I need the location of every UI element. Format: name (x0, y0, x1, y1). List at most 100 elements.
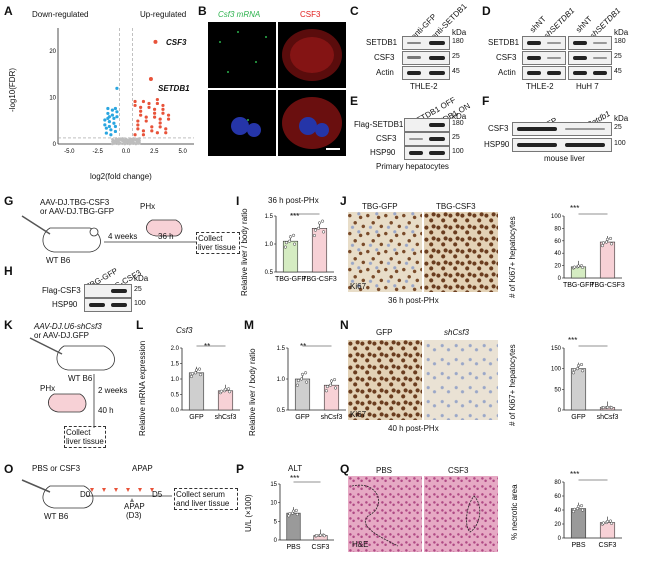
y-tick-label: 100 (551, 214, 562, 220)
blot-e-hsp90 (404, 146, 450, 160)
data-point (223, 387, 228, 391)
blot-f-csf3 (512, 122, 612, 136)
y-tick-label: 2.0 (171, 346, 180, 352)
cell-d-2: HuH 7 (576, 82, 599, 91)
m-sig: ** (300, 342, 307, 351)
up-point (150, 129, 154, 133)
y-tick-label: 0.0 (171, 408, 180, 414)
data-point (581, 369, 585, 373)
up-point (147, 105, 151, 109)
row-e-csf3: CSF3 (376, 134, 397, 143)
row-d-csf3: CSF3 (496, 53, 517, 62)
row-h-flag: Flag-CSF3 (42, 286, 81, 295)
o-schematic (21, 479, 172, 509)
g-mouse: WT B6 (46, 256, 71, 265)
ns-point (118, 137, 122, 141)
blot-h-hsp90 (84, 298, 132, 312)
row-f-hsp90: HSP90 (484, 140, 510, 149)
down-point (104, 126, 108, 130)
data-point (581, 265, 585, 269)
up-point (144, 115, 148, 119)
ns-point (135, 137, 139, 141)
up-point (155, 101, 159, 106)
category-label: GFP (189, 414, 204, 421)
g-collect-box: Collect liver tissue (196, 232, 240, 254)
up-point (150, 125, 154, 129)
j-ihc-right (424, 212, 498, 292)
y-tick-label: 0.5 (265, 270, 274, 276)
data-point (572, 368, 576, 372)
panel-label-d: D (482, 4, 491, 18)
blot-d-setdb1-b (568, 36, 612, 50)
up-point (164, 131, 168, 135)
y-tick-label: 20 (49, 49, 56, 55)
category-label: shCsf3 (215, 414, 237, 421)
category-label: CSF3 (599, 542, 617, 549)
up-point (152, 107, 157, 111)
category-label: PBS (286, 544, 300, 551)
kda-h-2: 100 (134, 300, 146, 307)
blot-f-hsp90 (512, 138, 612, 152)
kda-f-1: 25 (614, 124, 622, 131)
data-point (312, 233, 316, 238)
data-point (576, 504, 581, 508)
y-tick-label: 1.5 (277, 346, 286, 352)
hit-point-setdb1 (148, 77, 153, 82)
y-tick-label: 1.0 (277, 377, 286, 383)
q-stain: H&E (352, 540, 369, 549)
category-label: TBG-GFP (275, 276, 306, 283)
up-point (139, 113, 143, 117)
j-caption: 36 h post-PHx (388, 296, 439, 305)
panel-label-q: Q (340, 462, 350, 476)
row-f-csf3: CSF3 (488, 124, 509, 133)
x-tick-label: -5.0 (64, 149, 75, 155)
data-point (605, 237, 610, 241)
down-point (104, 131, 108, 135)
fluor-red-top (278, 22, 346, 88)
i-sig: *** (290, 212, 300, 221)
down-point (106, 116, 110, 120)
n-ylabel: # of Ki67+ hepatocytes (508, 344, 517, 426)
y-tick-label: 20 (554, 264, 561, 270)
j-ihc-left (348, 212, 422, 292)
x-tick-label: 5.0 (178, 149, 187, 155)
data-point (575, 367, 580, 371)
g-phx: PHx (140, 202, 156, 211)
blot-d-setdb1-a (522, 36, 566, 50)
blot-d-actin-a (522, 66, 566, 80)
up-point (158, 125, 162, 129)
data-point (324, 389, 328, 393)
data-point (318, 533, 323, 537)
ns-point (128, 138, 132, 141)
y-tick-label: 0 (558, 408, 562, 414)
data-point (572, 507, 576, 511)
o-d5: D5 (152, 490, 163, 499)
data-point (293, 242, 297, 246)
panel-label-e: E (350, 94, 359, 108)
kda-header-e: kDa (452, 112, 467, 121)
panel-label-n: N (340, 318, 349, 332)
panel-label-c: C (350, 4, 359, 18)
y-tick-label: 80 (554, 480, 561, 486)
m-ylabel: Relative liver / body ratio (248, 348, 257, 436)
caption-f: mouse liver (544, 154, 585, 163)
panel-label-k: K (4, 318, 13, 332)
y-tick-label: 40 (554, 251, 561, 257)
down-point (113, 124, 118, 129)
l-title: Csf3 (176, 326, 193, 335)
ns-point (120, 137, 124, 140)
y-tick-label: 10 (49, 96, 56, 102)
up-point (136, 127, 140, 131)
data-point (315, 534, 319, 538)
o-collect-box: Collect serum and liver tissue (174, 488, 238, 510)
y-tick-label: 0 (274, 538, 278, 544)
panel-label-h: H (4, 264, 13, 278)
category-label: shCsf3 (597, 414, 619, 421)
data-point (332, 378, 337, 382)
g-schematic (21, 215, 196, 253)
panel-label-f: F (482, 94, 490, 108)
down-point (115, 86, 119, 90)
up-point (161, 103, 165, 108)
down-point (107, 124, 111, 129)
